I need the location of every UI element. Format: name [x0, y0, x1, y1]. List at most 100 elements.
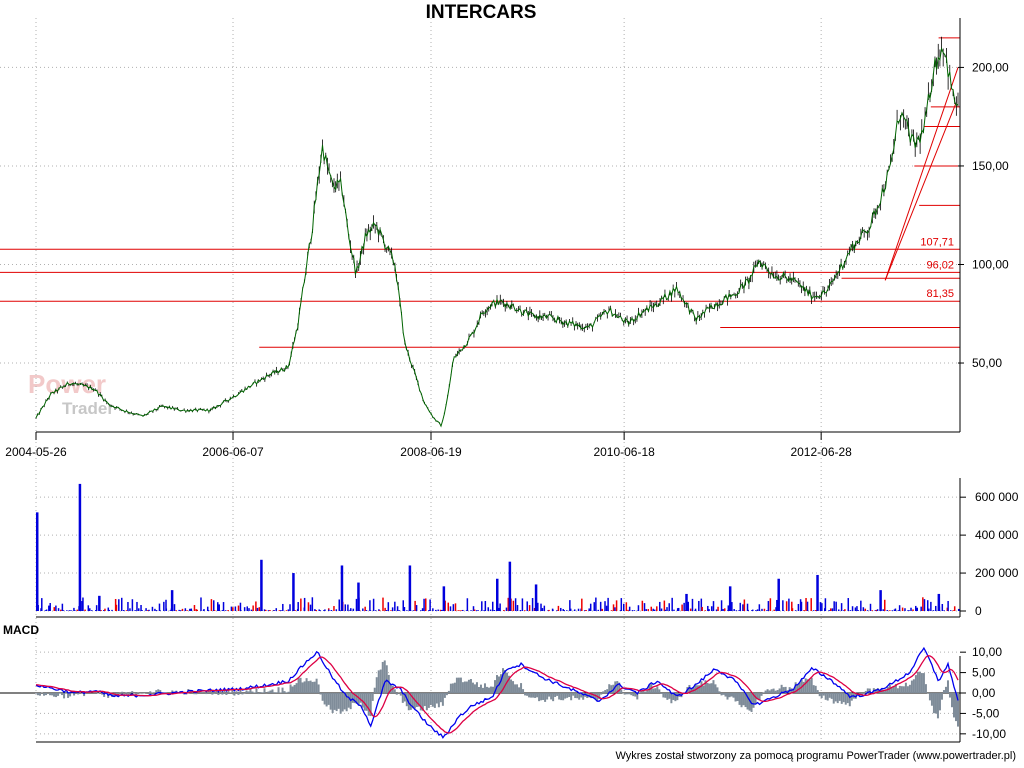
volume-bar [776, 599, 778, 611]
volume-bar [252, 605, 254, 611]
volume-bar [722, 608, 724, 611]
x-tick-label: 2008-06-19 [400, 445, 462, 459]
volume-bar [481, 601, 483, 611]
volume-bar [866, 610, 869, 611]
volume-bar [656, 606, 658, 611]
volume-bar [637, 605, 640, 611]
volume-spike [685, 593, 688, 611]
volume-bar [889, 610, 891, 611]
volume-bar [232, 607, 234, 611]
volume-bar [206, 606, 209, 611]
macd-tick-label: -10,00 [972, 727, 1006, 741]
volume-bar [145, 608, 147, 611]
volume-bar [151, 606, 154, 611]
volume-bar [240, 610, 242, 611]
volume-bar [932, 610, 935, 611]
volume-bar [462, 609, 464, 611]
volume-bar [505, 607, 508, 611]
volume-bar [526, 601, 528, 611]
volume-bar [318, 609, 320, 611]
volume-bar [633, 610, 636, 611]
volume-bar [297, 602, 299, 611]
volume-bar [528, 605, 531, 611]
volume-bar [107, 607, 110, 611]
volume-bar [794, 610, 797, 611]
volume-bar [250, 609, 253, 611]
volume-bar [309, 604, 312, 611]
volume-bar [739, 602, 742, 611]
volume-bar [155, 610, 158, 611]
volume-bar [95, 605, 98, 611]
volume-bar [420, 610, 422, 611]
volume-bar [246, 606, 248, 611]
volume-bar [499, 603, 501, 611]
volume-spike [357, 582, 360, 611]
volume-bar [82, 597, 84, 611]
volume-bar [755, 610, 757, 611]
macd-panel-label: MACD [3, 623, 39, 637]
volume-bar [273, 610, 275, 611]
y-tick-label: 100,00 [972, 257, 1009, 271]
volume-bar [694, 608, 697, 611]
volume-bar [303, 597, 306, 611]
volume-bar [278, 610, 281, 611]
volume-tick-label: 0 [975, 604, 982, 618]
volume-bar [159, 609, 161, 611]
volume-bar [189, 608, 191, 611]
volume-bar [319, 610, 322, 611]
volume-bar [391, 607, 394, 611]
macd-tick-label: 5,00 [972, 666, 996, 680]
volume-bar [100, 610, 102, 611]
volume-bar [835, 601, 837, 611]
volume-bar [943, 610, 945, 611]
volume-bar [324, 609, 326, 611]
volume-bar [507, 597, 509, 611]
volume-bar [477, 610, 479, 611]
macd-tick-label: 10,00 [972, 645, 1002, 659]
volume-bar [369, 610, 372, 611]
volume-bar [664, 609, 667, 611]
volume-bar [581, 598, 583, 611]
volume-bar [335, 609, 338, 611]
volume-bar [653, 609, 656, 611]
volume-bar [689, 608, 692, 611]
volume-bar [267, 610, 270, 611]
level-label: 107,71 [920, 236, 954, 248]
volume-bar [437, 609, 439, 611]
volume-bar [851, 606, 854, 611]
volume-bar [785, 601, 788, 611]
volume-bar [44, 610, 47, 611]
volume-bar [815, 610, 817, 611]
volume-bar [620, 598, 623, 611]
volume-bar [62, 610, 65, 611]
volume-bar [821, 603, 823, 611]
level-label: 96,02 [926, 259, 954, 271]
volume-bar [625, 602, 628, 611]
x-tick-label: 2004-05-26 [5, 445, 67, 459]
volume-bar [782, 610, 784, 611]
volume-bar [441, 609, 443, 611]
volume-bar [195, 609, 197, 611]
volume-bar [746, 603, 749, 611]
volume-tick-label: 200 000 [975, 566, 1019, 580]
volume-bar [234, 606, 237, 611]
volume-bar [473, 609, 476, 611]
volume-bar [824, 598, 827, 611]
volume-bar [352, 608, 355, 611]
volume-bar [179, 610, 182, 611]
volume-bar [597, 609, 600, 611]
volume-spike [777, 578, 780, 611]
volume-bar [472, 606, 475, 611]
volume-bar [898, 605, 901, 611]
volume-bar [498, 607, 500, 611]
volume-bar [901, 607, 904, 611]
volume-bar [708, 609, 710, 611]
volume-bar [840, 603, 843, 611]
volume-bar [138, 608, 140, 611]
volume-bar [323, 610, 325, 611]
volume-bar [652, 608, 654, 611]
volume-bar [922, 597, 924, 611]
volume-bar [531, 598, 534, 611]
volume-bar [186, 610, 188, 611]
volume-bar [791, 608, 794, 611]
